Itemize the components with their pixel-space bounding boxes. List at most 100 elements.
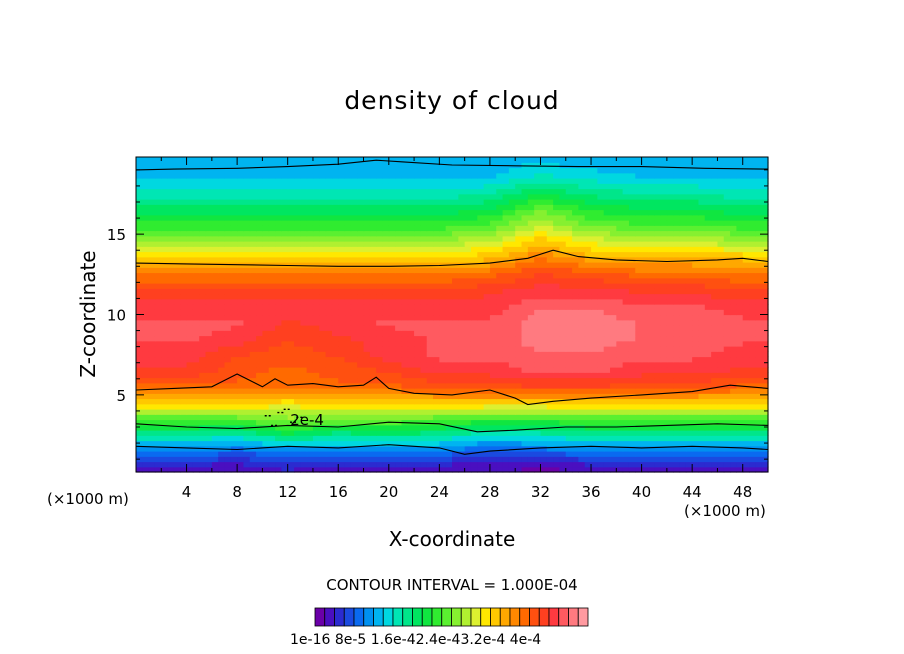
heatmap-cell — [610, 367, 617, 373]
heatmap-cell — [704, 382, 712, 389]
heatmap-cell — [584, 398, 592, 405]
heatmap-cell — [433, 372, 440, 379]
heatmap-cell — [458, 414, 466, 421]
heatmap-cell — [553, 256, 561, 263]
heatmap-cell — [502, 451, 510, 457]
heatmap-cell — [477, 409, 485, 415]
heatmap-cell — [534, 419, 542, 426]
heatmap-cell — [458, 209, 466, 216]
heatmap-cell — [704, 403, 712, 410]
heatmap-cell — [559, 293, 567, 300]
heatmap-cell — [243, 225, 251, 232]
heatmap-cell — [584, 220, 592, 226]
heatmap-cell — [584, 251, 592, 258]
heatmap-cell — [489, 256, 497, 263]
heatmap-cell — [180, 346, 188, 352]
heatmap-cell — [363, 298, 371, 305]
heatmap-cell — [243, 335, 251, 342]
heatmap-cell — [192, 304, 200, 310]
heatmap-cell — [331, 461, 339, 468]
heatmap-cell — [515, 377, 523, 384]
heatmap-cell — [679, 367, 687, 373]
heatmap-cell — [148, 356, 156, 363]
heatmap-cell — [262, 388, 270, 394]
heatmap-cell — [319, 419, 327, 426]
heatmap-cell — [363, 304, 371, 310]
heatmap-cell — [736, 367, 744, 373]
heatmap-cell — [730, 409, 737, 415]
heatmap-cell — [622, 325, 630, 331]
heatmap-cell — [426, 461, 434, 468]
heatmap-cell — [616, 377, 624, 384]
heatmap-cell — [660, 288, 668, 295]
heatmap-cell — [211, 293, 219, 300]
heatmap-cell — [742, 262, 750, 268]
heatmap-cell — [243, 430, 251, 436]
heatmap-cell — [407, 440, 415, 447]
heatmap-cell — [167, 440, 175, 447]
heatmap-cell — [546, 435, 554, 442]
heatmap-cell — [173, 298, 181, 305]
heatmap-cell — [319, 351, 327, 358]
heatmap-cell — [591, 272, 598, 279]
heatmap-cell — [723, 214, 731, 221]
heatmap-cell — [249, 256, 257, 263]
heatmap-cell — [679, 361, 687, 368]
heatmap-cell — [749, 430, 756, 436]
heatmap-cell — [635, 440, 643, 447]
heatmap-cell — [363, 209, 371, 216]
heatmap-cell — [154, 393, 162, 400]
heatmap-cell — [483, 403, 491, 410]
heatmap-cell — [736, 398, 744, 405]
heatmap-cell — [711, 277, 719, 284]
heatmap-cell — [578, 220, 586, 226]
heatmap-cell — [414, 335, 421, 342]
heatmap-cell — [294, 435, 301, 442]
heatmap-cell — [622, 356, 630, 363]
heatmap-cell — [584, 356, 592, 363]
heatmap-cell — [376, 319, 384, 326]
heatmap-cell — [717, 309, 725, 316]
heatmap-cell — [420, 277, 428, 284]
heatmap-cell — [192, 325, 200, 331]
heatmap-cell — [180, 235, 188, 242]
heatmap-cell — [540, 351, 548, 358]
heatmap-cell — [723, 241, 731, 247]
heatmap-cell — [736, 440, 744, 447]
heatmap-cell — [243, 325, 251, 331]
heatmap-cell — [540, 309, 548, 316]
heatmap-cell — [142, 288, 150, 295]
heatmap-cell — [325, 435, 333, 442]
heatmap-cell — [704, 235, 712, 242]
heatmap-cell — [382, 330, 390, 337]
heatmap-cell — [331, 398, 339, 405]
heatmap-cell — [319, 283, 327, 289]
heatmap-cell — [136, 430, 143, 436]
heatmap-cell — [363, 372, 371, 379]
heatmap-cell — [420, 461, 428, 468]
heatmap-cell — [161, 267, 169, 274]
heatmap-cell — [597, 241, 605, 247]
heatmap-cell — [407, 225, 415, 232]
heatmap-cell — [597, 398, 605, 405]
heatmap-cell — [186, 225, 194, 232]
heatmap-cell — [559, 214, 567, 221]
heatmap-cell — [350, 377, 358, 384]
heatmap-cell — [452, 409, 459, 415]
heatmap-cell — [717, 361, 725, 368]
heatmap-cell — [477, 246, 485, 253]
heatmap-cell — [249, 367, 257, 373]
heatmap-cell — [761, 419, 769, 426]
heatmap-cell — [698, 288, 706, 295]
heatmap-cell — [584, 419, 592, 426]
heatmap-cell — [344, 335, 352, 342]
heatmap-cell — [711, 424, 719, 431]
heatmap-cell — [199, 325, 207, 331]
heatmap-cell — [654, 409, 662, 415]
heatmap-cell — [180, 209, 188, 216]
heatmap-cell — [148, 241, 156, 247]
heatmap-cell — [496, 461, 504, 468]
heatmap-cell — [641, 409, 649, 415]
heatmap-cell — [489, 277, 497, 284]
